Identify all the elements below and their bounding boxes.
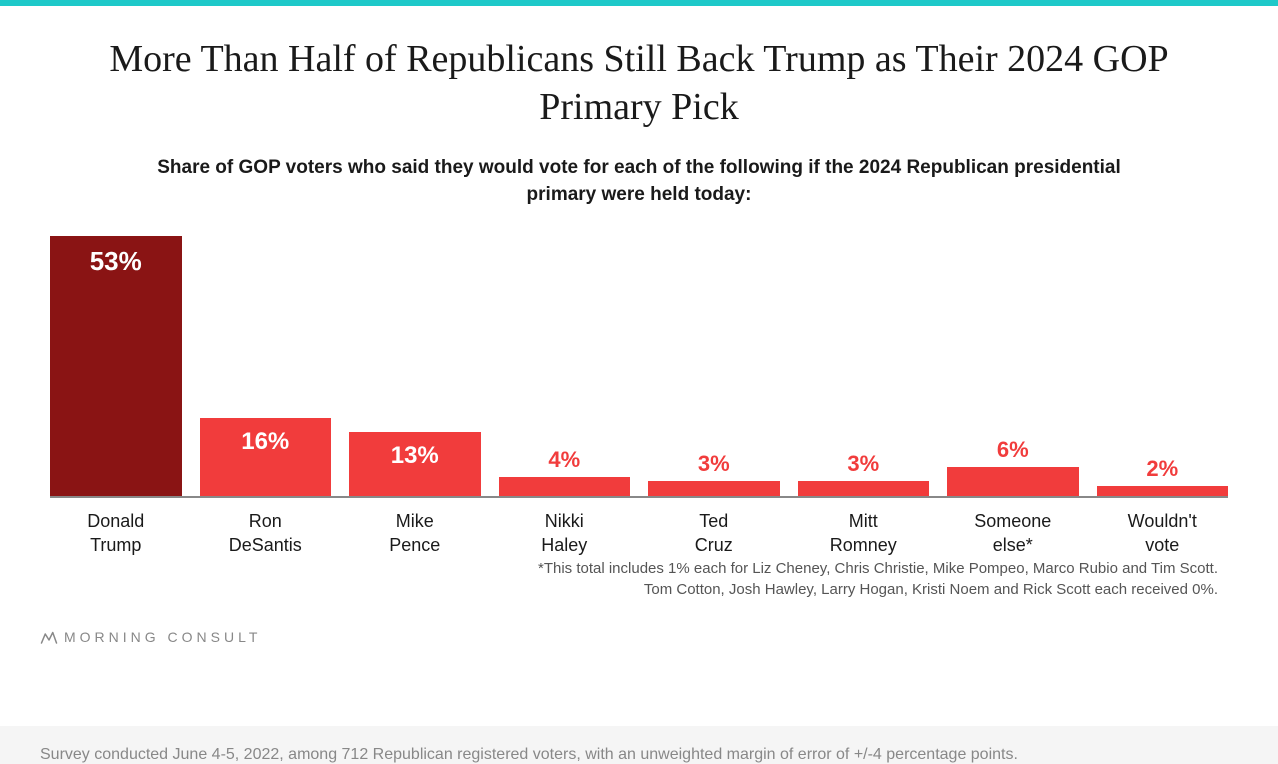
footnote-line-2: Tom Cotton, Josh Hawley, Larry Hogan, Kr…	[644, 581, 1218, 598]
brand-logo-text: MORNING CONSULT	[64, 629, 261, 645]
brand-logo: MORNING CONSULT	[40, 628, 261, 646]
x-axis-label: MikePence	[349, 510, 481, 557]
x-axis-label: MittRomney	[798, 510, 930, 557]
bar-value-label: 3%	[698, 451, 730, 477]
bar: 13%	[349, 432, 481, 496]
x-axis-label: Someoneelse*	[947, 510, 1079, 557]
bar: 3%	[648, 481, 780, 496]
bar-group: 3%	[798, 481, 930, 496]
bar-value-label: 4%	[548, 447, 580, 473]
bar: 16%	[200, 418, 332, 496]
bar-value-label: 13%	[391, 442, 439, 470]
bar-value-label: 2%	[1146, 456, 1178, 482]
chart-title: More Than Half of Republicans Still Back…	[40, 36, 1238, 131]
bar-group: 4%	[499, 477, 631, 497]
bar-value-label: 6%	[997, 437, 1029, 463]
logo-row: MORNING CONSULT	[40, 628, 1238, 646]
bar-group: 13%	[349, 432, 481, 496]
chart-footnote: *This total includes 1% each for Liz Che…	[40, 558, 1238, 600]
bar-group: 6%	[947, 467, 1079, 496]
x-axis-label: RonDeSantis	[200, 510, 332, 557]
chart-subtitle: Share of GOP voters who said they would …	[40, 155, 1238, 208]
x-axis-labels: DonaldTrump RonDeSantis MikePence NikkiHale…	[50, 510, 1228, 557]
bar: 2%	[1097, 486, 1229, 496]
morning-consult-icon	[40, 628, 58, 646]
chart-area: 53%16%13%4%3%3%6%2% DonaldTrumpRonDeSant…	[50, 238, 1228, 538]
bar: 3%	[798, 481, 930, 496]
bar: 6%	[947, 467, 1079, 496]
bar-value-label: 16%	[241, 428, 289, 456]
footnote-line-1: *This total includes 1% each for Liz Che…	[538, 560, 1218, 577]
bar-group: 3%	[648, 481, 780, 496]
bar: 53%	[50, 236, 182, 496]
x-axis-label: DonaldTrump	[50, 510, 182, 557]
survey-methodology-note: Survey conducted June 4-5, 2022, among 7…	[0, 726, 1278, 764]
x-axis-label: NikkiHaley	[499, 510, 631, 557]
bar-value-label: 53%	[90, 246, 142, 277]
x-axis-label: TedCruz	[648, 510, 780, 557]
bars-container: 53% 16% 13% 4% 3% 3% 6% 2%	[50, 238, 1228, 498]
x-axis-label: Wouldn'tvote	[1097, 510, 1229, 557]
bar-group: 2%	[1097, 486, 1229, 496]
bar-group: 16%	[200, 418, 332, 496]
bar: 4%	[499, 477, 631, 497]
bar-value-label: 3%	[847, 451, 879, 477]
chart-container: More Than Half of Republicans Still Back…	[0, 6, 1278, 726]
bar-group: 53%	[50, 236, 182, 496]
